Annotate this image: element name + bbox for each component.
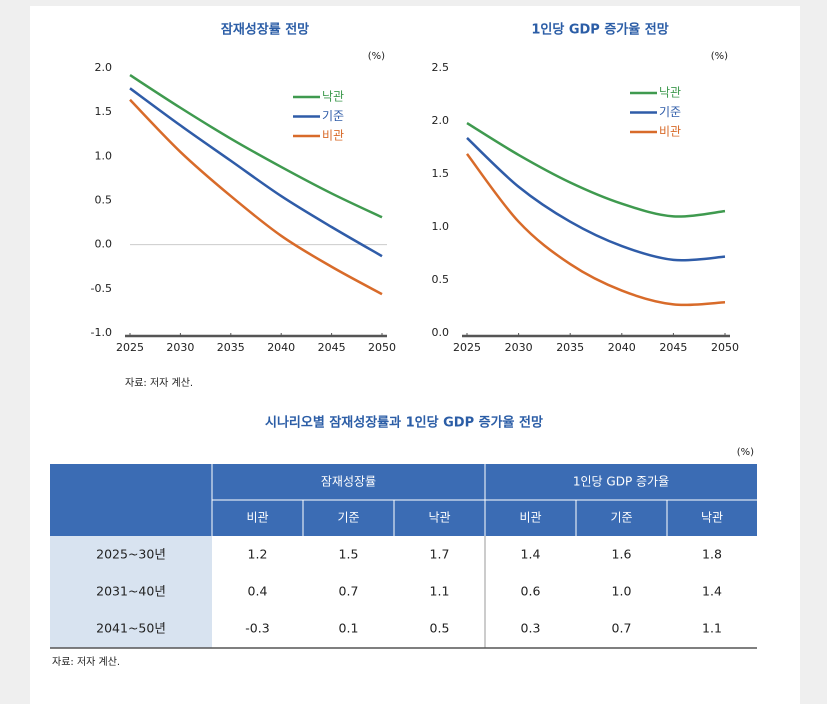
row-label: 2025~30년 <box>96 547 166 562</box>
x-tick-label: 2045 <box>659 341 687 354</box>
table-cell: 1.5 <box>339 547 359 562</box>
series-line <box>466 153 726 307</box>
unit-label: (%) <box>368 51 385 62</box>
chart-title: 1인당 GDP 증가율 전망 <box>531 22 668 38</box>
series-line <box>129 87 383 258</box>
sub-header: 낙관 <box>701 511 723 525</box>
table-cell: 0.5 <box>430 621 450 636</box>
y-tick-label: 0.5 <box>432 273 450 286</box>
table-cell: 1.4 <box>702 584 722 599</box>
legend-label: 기준 <box>322 109 344 123</box>
y-tick-label: 0.5 <box>95 194 113 207</box>
series-line <box>129 74 383 219</box>
x-tick-label: 2025 <box>453 341 481 354</box>
table-cell: 1.2 <box>248 547 268 562</box>
y-tick-label: 2.0 <box>95 61 113 74</box>
row-label: 2041~50년 <box>96 621 166 636</box>
unit-label: (%) <box>711 51 728 62</box>
y-tick-label: 2.0 <box>432 114 450 127</box>
table-cell: 0.7 <box>339 584 359 599</box>
series-line <box>129 98 383 296</box>
x-tick-label: 2045 <box>318 341 346 354</box>
chart-source: 자료: 저자 계산. <box>125 377 193 389</box>
sub-header: 낙관 <box>428 511 450 525</box>
row-label-column <box>50 536 212 648</box>
group-header: 1인당 GDP 증가율 <box>573 475 669 489</box>
table-unit: (%) <box>737 447 754 458</box>
y-tick-label: 1.5 <box>95 105 113 118</box>
legend-label: 낙관 <box>659 86 681 100</box>
sub-header: 비관 <box>519 511 541 525</box>
x-tick-label: 2040 <box>608 341 636 354</box>
x-tick-label: 2035 <box>556 341 584 354</box>
y-tick-label: -0.5 <box>91 282 112 295</box>
x-tick-label: 2025 <box>116 341 144 354</box>
row-label: 2031~40년 <box>96 584 166 599</box>
series-line <box>466 137 726 262</box>
x-tick-label: 2035 <box>217 341 245 354</box>
sub-header: 비관 <box>246 511 268 525</box>
table-cell: 0.3 <box>521 621 541 636</box>
table-cell: 1.0 <box>612 584 632 599</box>
series-line <box>466 122 726 218</box>
y-tick-label: 1.0 <box>432 220 450 233</box>
legend-label: 기준 <box>659 105 681 119</box>
group-header: 잠재성장률 <box>321 475 376 489</box>
legend-label: 낙관 <box>322 90 344 104</box>
table-cell: 1.1 <box>702 621 722 636</box>
sub-header: 기준 <box>337 511 359 525</box>
table-cell: 0.1 <box>339 621 359 636</box>
y-tick-label: 0.0 <box>95 238 113 251</box>
x-tick-label: 2050 <box>711 341 739 354</box>
x-tick-label: 2030 <box>505 341 533 354</box>
legend-label: 비관 <box>659 125 681 139</box>
table-cell: 0.7 <box>612 621 632 636</box>
sub-header: 기준 <box>610 511 632 525</box>
x-tick-label: 2040 <box>267 341 295 354</box>
y-tick-label: 1.0 <box>95 149 113 162</box>
y-tick-label: 2.5 <box>432 61 450 74</box>
table-cell: 1.8 <box>702 547 722 562</box>
table-cell: 1.6 <box>612 547 632 562</box>
table-cell: 0.4 <box>248 584 268 599</box>
y-tick-label: -1.0 <box>91 326 112 339</box>
x-tick-label: 2050 <box>368 341 396 354</box>
y-tick-label: 1.5 <box>432 167 450 180</box>
legend-label: 비관 <box>322 129 344 143</box>
x-tick-label: 2030 <box>166 341 194 354</box>
table-cell: 1.4 <box>521 547 541 562</box>
table-cell: 1.1 <box>430 584 450 599</box>
table-title: 시나리오별 잠재성장률과 1인당 GDP 증가율 전망 <box>265 415 543 431</box>
table-cell: 1.7 <box>430 547 450 562</box>
chart-title: 잠재성장률 전망 <box>221 22 309 38</box>
table-cell: 0.6 <box>521 584 541 599</box>
table-cell: -0.3 <box>245 621 269 636</box>
table-source: 자료: 저자 계산. <box>52 656 120 668</box>
y-tick-label: 0.0 <box>432 326 450 339</box>
